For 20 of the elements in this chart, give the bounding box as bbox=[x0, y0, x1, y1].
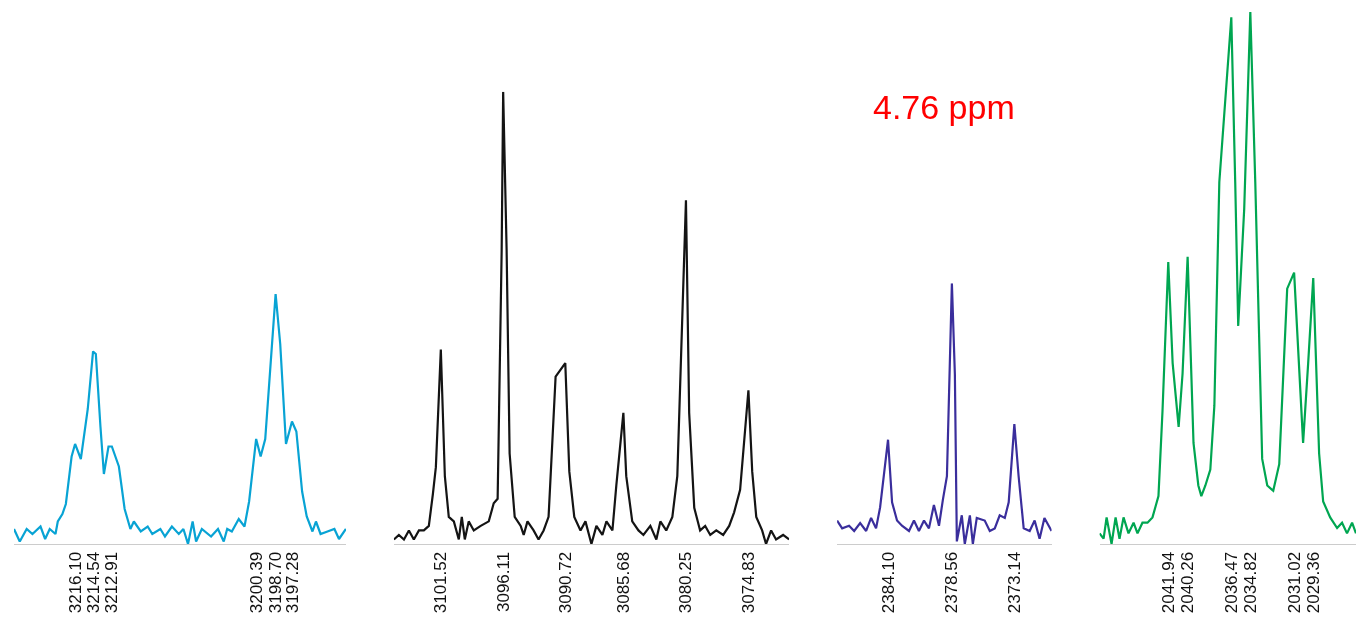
x-tick-label: 2373.14 bbox=[1004, 551, 1024, 614]
x-tick-label: 2040.26 bbox=[1178, 551, 1198, 614]
x-tick-label: 3080.25 bbox=[676, 551, 696, 614]
x-tick-label: 2034.82 bbox=[1240, 551, 1260, 614]
x-tick-label: 3096.11 bbox=[493, 551, 513, 612]
x-tick-label: 2031.02 bbox=[1284, 551, 1304, 614]
x-tick-label: 3212.91 bbox=[102, 551, 122, 614]
x-tick-label: 3200.39 bbox=[246, 551, 266, 614]
x-tick-label: 2036.47 bbox=[1221, 551, 1241, 614]
x-tick-label: 3101.52 bbox=[431, 551, 451, 614]
x-tick-label: 2384.10 bbox=[878, 551, 898, 614]
x-tick-label: 3090.72 bbox=[555, 551, 575, 614]
x-tick-label: 3216.10 bbox=[65, 551, 85, 614]
x-tick-label: 2041.94 bbox=[1158, 551, 1178, 614]
x-tick-label: 3214.54 bbox=[83, 551, 103, 614]
x-tick-label: 2378.56 bbox=[942, 551, 962, 614]
text: 4.76 ppm bbox=[873, 88, 1015, 126]
x-tick-label: 3074.83 bbox=[738, 551, 758, 614]
x-tick-label: 2029.36 bbox=[1303, 551, 1323, 614]
x-tick-label: 3085.68 bbox=[613, 551, 633, 614]
